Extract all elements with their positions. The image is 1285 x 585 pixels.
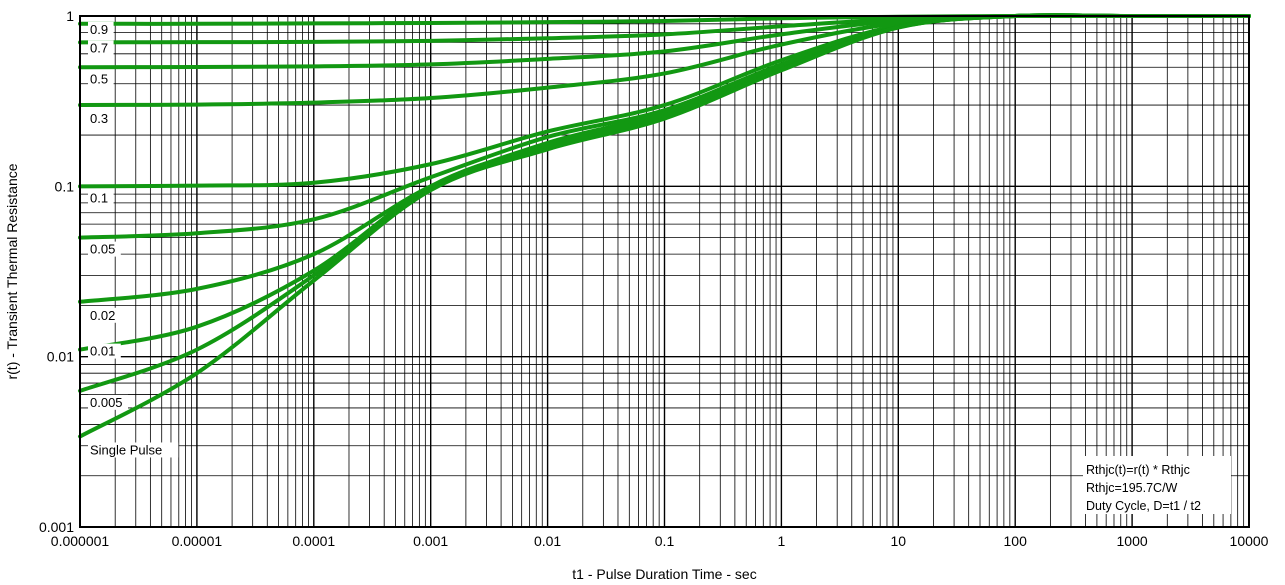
curve-label-bg bbox=[88, 394, 128, 410]
plot-border bbox=[79, 15, 1250, 528]
curve-label-bg bbox=[88, 343, 121, 359]
curve-label-bg bbox=[88, 111, 114, 127]
x-tick-label: 0.0001 bbox=[292, 533, 335, 549]
x-tick-label: 0.01 bbox=[534, 533, 561, 549]
x-tick-label: 1 bbox=[778, 533, 786, 549]
curve-label-bg bbox=[88, 307, 121, 323]
y-axis-title: r(t) - Transient Thermal Resistance bbox=[4, 163, 20, 379]
x-tick-label: 1000 bbox=[1117, 533, 1148, 549]
curve-labels-group: 0.9 0.7 0.5 0.3 0.1 0.05 0.02 0.01 0.005 Single P… bbox=[88, 21, 179, 458]
note-line-rthjc-value: Rthjc=195.7C/W bbox=[1086, 481, 1178, 495]
note-line-duty-cycle: Duty Cycle, D=t1 / t2 bbox=[1086, 499, 1201, 513]
curve-label-bg bbox=[88, 241, 121, 257]
curve-label-0-3: 0.3 bbox=[90, 111, 108, 126]
note-line-thermal-formula: Rthjc(t)=r(t) * Rthjc bbox=[1086, 463, 1190, 477]
x-tick-label: 10000 bbox=[1230, 533, 1269, 549]
curve-label-0-1: 0.1 bbox=[90, 190, 108, 205]
x-tick-label: 10 bbox=[891, 533, 907, 549]
curve-label-0-005: 0.005 bbox=[90, 395, 123, 410]
formula-note-box: Rthjc(t)=r(t) * Rthjc Rthjc=195.7C/W Dut… bbox=[1083, 456, 1231, 514]
y-tick-label: 0.001 bbox=[39, 519, 74, 535]
curve-label-bg bbox=[88, 442, 179, 458]
x-axis-title: t1 - Pulse Duration Time - sec bbox=[572, 566, 756, 582]
curve-label-single-pulse: Single Pulse bbox=[90, 442, 162, 457]
y-tick-label: 1 bbox=[66, 8, 74, 24]
curve-label-0-9: 0.9 bbox=[90, 22, 108, 37]
curve-label-0-7: 0.7 bbox=[90, 40, 108, 55]
curve-label-0-02: 0.02 bbox=[90, 308, 115, 323]
curve-label-bg bbox=[88, 190, 114, 206]
curve-label-bg bbox=[88, 40, 114, 56]
x-tick-label: 0.000001 bbox=[51, 533, 110, 549]
x-tick-labels: 0.000001 0.00001 0.0001 0.001 0.01 0.1 1 10 100 1… bbox=[51, 533, 1269, 549]
x-tick-label: 0.00001 bbox=[172, 533, 223, 549]
curve-label-0-01: 0.01 bbox=[90, 344, 115, 359]
x-tick-label: 0.001 bbox=[413, 533, 448, 549]
y-tick-label: 0.1 bbox=[55, 178, 75, 194]
y-tick-labels: 0.001 0.01 0.1 1 bbox=[39, 8, 74, 535]
major-grid bbox=[79, 15, 1250, 528]
x-tick-label: 0.1 bbox=[655, 533, 675, 549]
formula-note-background bbox=[1083, 456, 1231, 514]
x-tick-label: 100 bbox=[1004, 533, 1028, 549]
y-tick-label: 0.01 bbox=[47, 349, 74, 365]
curve-label-bg bbox=[88, 21, 114, 37]
curve-label-bg bbox=[88, 71, 114, 87]
curve-label-0-5: 0.5 bbox=[90, 71, 108, 86]
curve-label-0-05: 0.05 bbox=[90, 242, 115, 257]
